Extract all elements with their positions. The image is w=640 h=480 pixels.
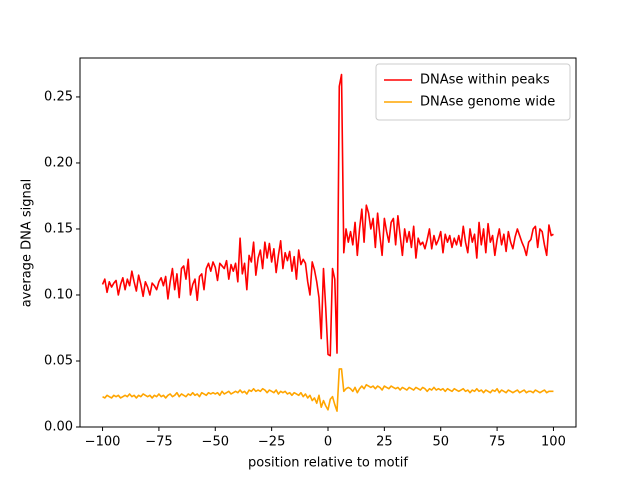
x-tick-label: 0 [324,435,332,450]
y-tick-label: 0.25 [44,89,73,104]
x-tick-label: 50 [432,435,449,450]
y-tick-label: 0.05 [44,353,73,368]
series-line [102,368,554,412]
legend-box [375,63,571,121]
x-tick-label: −50 [202,435,229,450]
x-axis-label: position relative to motif [248,456,408,471]
legend-label: DNAse genome wide [420,95,555,110]
x-tick-label: 25 [376,435,393,450]
legend-label: DNAse within peaks [420,73,550,88]
y-tick-label: 0.20 [44,155,73,170]
x-tick-label: 100 [541,435,566,450]
x-tick-label: −75 [145,435,172,450]
series-line [101,73,554,357]
y-tick-label: 0.00 [44,420,73,435]
x-tick-label: −25 [258,435,285,450]
x-tick-label: 75 [489,435,506,450]
plot-frame [79,57,577,428]
y-tick-label: 0.15 [44,221,73,236]
y-axis-label: average DNA signal [20,179,35,308]
y-tick-label: 0.10 [44,287,73,302]
x-tick-label: −100 [85,435,121,450]
